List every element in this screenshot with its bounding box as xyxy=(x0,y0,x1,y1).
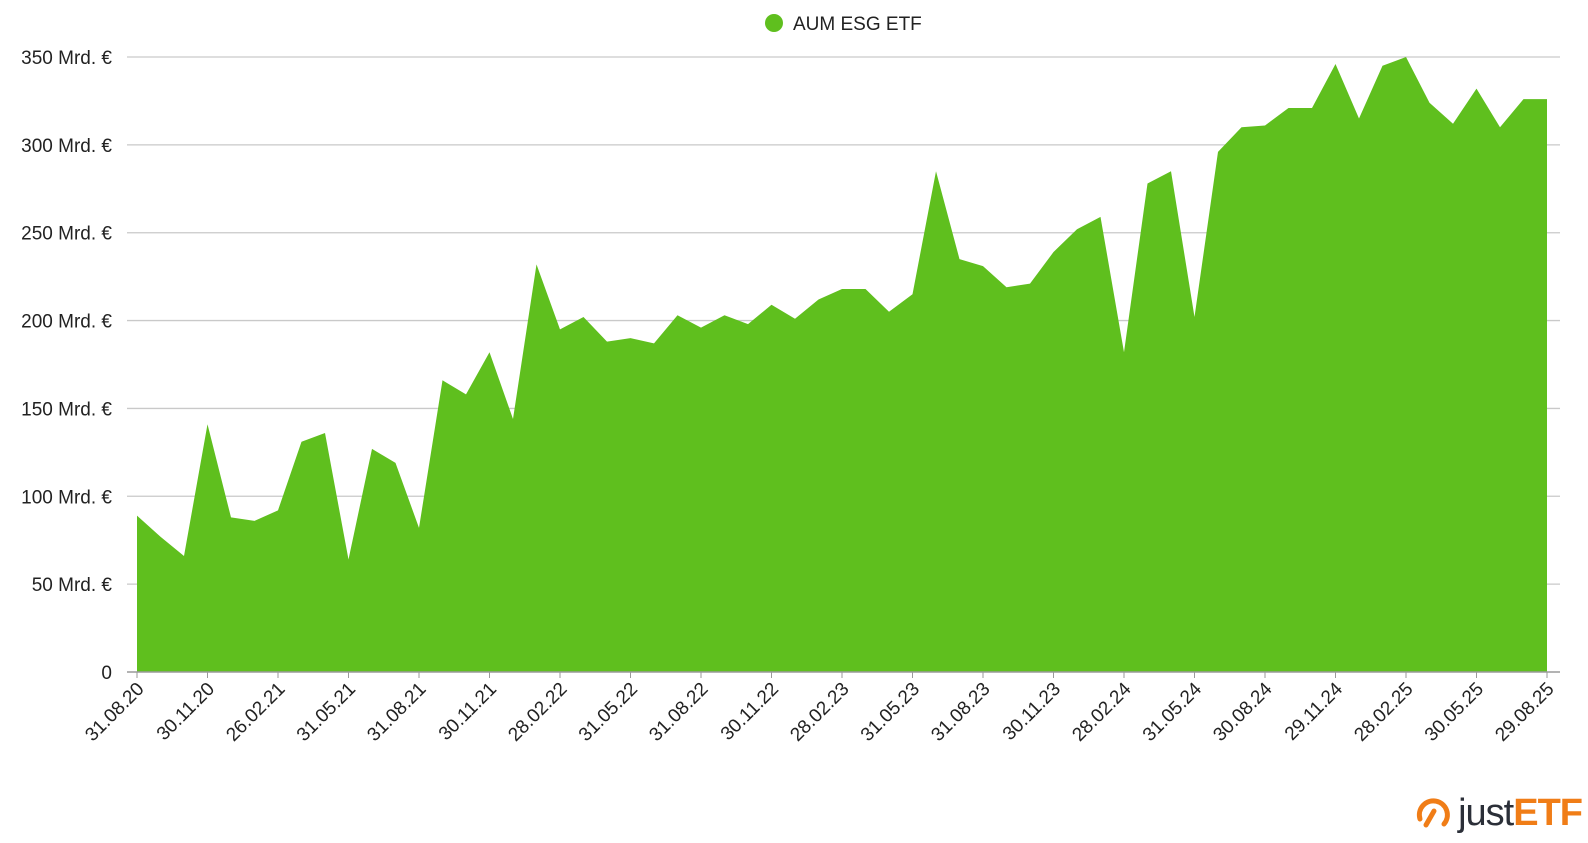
area-series xyxy=(137,57,1547,672)
legend-swatch xyxy=(765,14,783,32)
justetf-logo[interactable]: just ETF xyxy=(1414,792,1583,835)
x-tick-label: 30.11.22 xyxy=(717,679,783,745)
y-tick-label: 350 Mrd. € xyxy=(21,48,112,69)
legend[interactable]: AUM ESG ETF xyxy=(765,14,922,35)
y-tick-label: 200 Mrd. € xyxy=(21,312,112,333)
x-tick-label: 30.08.24 xyxy=(1209,678,1276,745)
x-tick-label: 31.08.22 xyxy=(645,679,712,746)
x-tick-label: 31.08.23 xyxy=(927,679,994,746)
brand-suffix: ETF xyxy=(1513,792,1583,834)
x-tick-label: 31.08.20 xyxy=(81,679,148,746)
x-tick-label: 30.11.20 xyxy=(153,679,219,745)
x-tick-label: 31.05.22 xyxy=(575,679,642,746)
y-tick-label: 0 xyxy=(101,663,112,684)
y-tick-label: 100 Mrd. € xyxy=(21,487,112,508)
x-tick-label: 31.05.23 xyxy=(857,679,924,746)
area-fill xyxy=(137,57,1547,672)
x-tick-label: 28.02.22 xyxy=(504,679,571,746)
x-tick-label: 29.08.25 xyxy=(1491,679,1558,746)
x-tick-label: 28.02.23 xyxy=(786,679,853,746)
y-axis: 0 50 Mrd. € 100 Mrd. € 150 Mrd. € 200 Mrd. €… xyxy=(21,48,112,684)
y-tick-label: 250 Mrd. € xyxy=(21,224,112,245)
x-axis: 31.08.20 30.11.20 26.02.21 31.05.21 31.08.21… xyxy=(81,671,1560,746)
x-tick-label: 26.02.21 xyxy=(222,679,289,746)
justetf-logo-icon xyxy=(1417,797,1450,827)
x-tick-label: 29.11.24 xyxy=(1281,678,1347,744)
x-tick-label: 30.11.21 xyxy=(435,679,501,745)
brand-prefix: just xyxy=(1458,792,1514,834)
y-tick-label: 50 Mrd. € xyxy=(32,575,113,596)
y-tick-label: 150 Mrd. € xyxy=(21,399,112,420)
x-tick-label: 31.05.24 xyxy=(1139,678,1206,745)
x-tick-label: 30.05.25 xyxy=(1421,679,1488,746)
x-tick-label: 28.02.25 xyxy=(1350,679,1417,746)
x-tick-label: 30.11.23 xyxy=(999,679,1065,745)
legend-label: AUM ESG ETF xyxy=(793,14,922,35)
y-tick-label: 300 Mrd. € xyxy=(21,136,112,157)
x-tick-label: 31.08.21 xyxy=(363,679,430,746)
x-tick-label: 31.05.21 xyxy=(293,679,360,746)
x-tick-label: 28.02.24 xyxy=(1068,678,1135,745)
